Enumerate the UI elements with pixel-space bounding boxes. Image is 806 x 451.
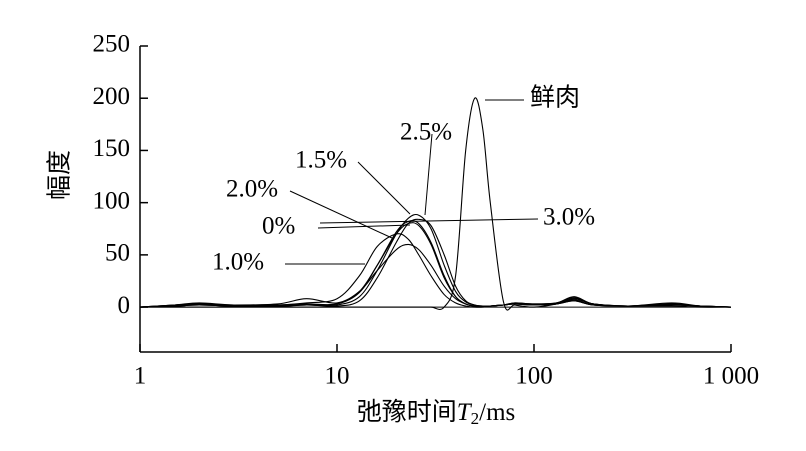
x-label-unit: /ms bbox=[479, 399, 515, 426]
leader-line bbox=[289, 190, 393, 239]
series-label: 鲜肉 bbox=[530, 84, 580, 112]
x-tick-label: 1 000 bbox=[703, 363, 759, 390]
y-tick-label: 200 bbox=[93, 83, 131, 110]
series-label: 2.5% bbox=[400, 119, 452, 146]
x-label-sub: 2 bbox=[471, 409, 480, 428]
x-label-text: 弛豫时间 bbox=[357, 398, 457, 426]
series-line bbox=[139, 243, 732, 308]
x-tick-label: 1 bbox=[134, 363, 147, 390]
series-label: 0% bbox=[262, 213, 295, 240]
leader-line bbox=[357, 161, 411, 215]
y-axis-label: 幅度 bbox=[46, 150, 74, 200]
series-label: 1.5% bbox=[295, 147, 347, 174]
x-tick-label: 100 bbox=[515, 363, 553, 390]
x-axis-label: 弛豫时间T2/ms bbox=[357, 398, 516, 428]
series-label: 3.0% bbox=[543, 204, 595, 231]
y-tick-label: 250 bbox=[93, 31, 131, 58]
series-line bbox=[139, 233, 732, 308]
x-tick-label: 10 bbox=[325, 363, 350, 390]
x-label-var: T bbox=[457, 399, 473, 426]
series-label: 1.0% bbox=[212, 249, 264, 276]
leader-line bbox=[319, 218, 539, 224]
y-tick-label: 150 bbox=[93, 135, 131, 162]
series-label: 2.0% bbox=[226, 176, 278, 203]
leader-line bbox=[424, 133, 433, 216]
y-tick-label: 50 bbox=[105, 240, 130, 267]
leader-line bbox=[317, 224, 411, 229]
y-tick-label: 100 bbox=[93, 187, 131, 214]
y-tick-label: 0 bbox=[118, 292, 131, 319]
series-line bbox=[139, 218, 732, 308]
